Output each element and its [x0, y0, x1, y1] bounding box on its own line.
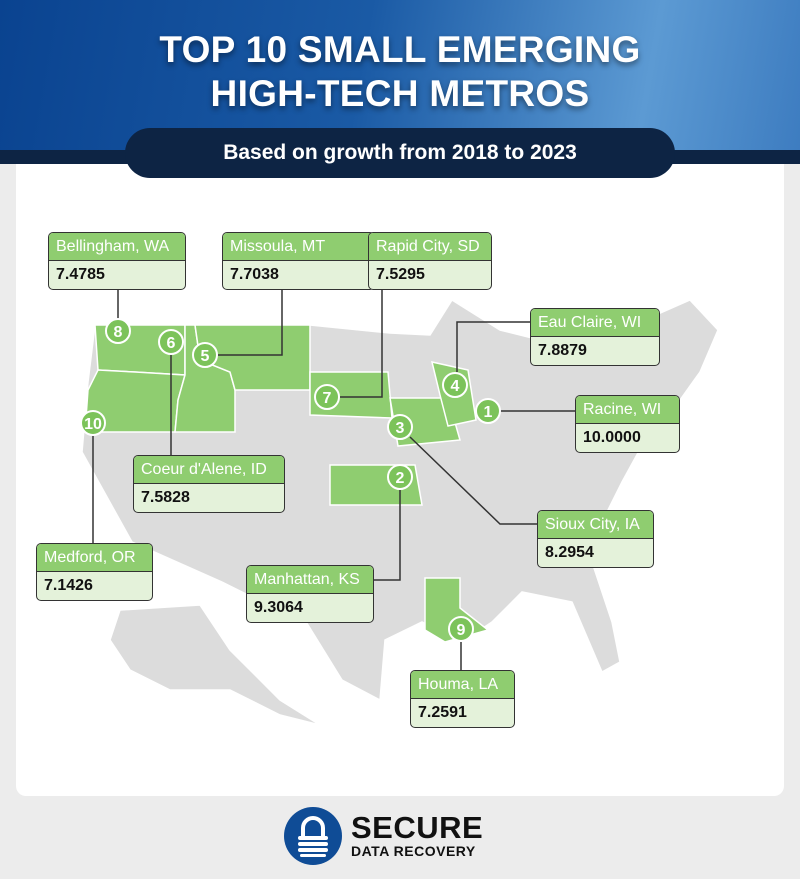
marker-circle [475, 398, 501, 424]
marker-rank: 7 [323, 390, 332, 407]
marker-circle [448, 616, 474, 642]
marker-circle [80, 410, 106, 436]
leader-lines [92, 290, 575, 670]
marker-rank: 2 [396, 470, 405, 487]
marker-rank: 8 [114, 324, 123, 341]
logo: SECURE DATA RECOVERY [283, 806, 483, 866]
subtitle-pill: Based on growth from 2018 to 2023 [125, 128, 675, 178]
metro-label-9: Houma, LA 7.2591 [410, 670, 515, 728]
metro-label-2: Manhattan, KS 9.3064 [246, 565, 374, 623]
rank-marker-3: 3 [387, 414, 413, 440]
metro-score: 7.8879 [538, 342, 587, 359]
marker-rank: 4 [451, 378, 460, 395]
metro-name: Houma, LA [411, 671, 514, 699]
metro-label-3: Sioux City, IA 8.2954 [537, 510, 654, 568]
metro-label-7: Rapid City, SD 7.5295 [368, 232, 492, 290]
metro-label-1: Racine, WI 10.0000 [575, 395, 680, 453]
rank-marker-2: 2 [387, 464, 413, 490]
marker-circle [192, 342, 218, 368]
metro-score: 8.2954 [545, 544, 594, 561]
metro-score: 7.1426 [44, 577, 93, 594]
metro-label-8: Bellingham, WA 7.4785 [48, 232, 186, 290]
rank-marker-6: 6 [158, 329, 184, 355]
marker-circle [387, 414, 413, 440]
metro-name: Racine, WI [576, 396, 679, 424]
padlock-icon [284, 807, 342, 865]
marker-circle [158, 329, 184, 355]
marker-circle [387, 464, 413, 490]
marker-rank: 1 [484, 404, 493, 421]
metro-name: Sioux City, IA [538, 511, 653, 539]
metro-score: 7.5295 [376, 266, 425, 283]
metro-name: Bellingham, WA [49, 233, 185, 261]
rank-marker-8: 8 [105, 318, 131, 344]
metro-score: 9.3064 [254, 599, 303, 616]
marker-circle [105, 318, 131, 344]
page-title: TOP 10 SMALL EMERGING HIGH-TECH METROS [159, 29, 641, 114]
metro-name: Missoula, MT [223, 233, 374, 261]
metro-score: 7.5828 [141, 489, 190, 506]
rank-marker-10: 10 [80, 410, 106, 436]
metro-label-5: Missoula, MT 7.7038 [222, 232, 375, 290]
rank-marker-5: 5 [192, 342, 218, 368]
metro-name: Manhattan, KS [247, 566, 373, 594]
alaska [109, 604, 321, 726]
metro-name: Rapid City, SD [369, 233, 491, 261]
metro-label-10: Medford, OR 7.1426 [36, 543, 153, 601]
metro-label-4: Eau Claire, WI 7.8879 [530, 308, 660, 366]
metro-name: Eau Claire, WI [531, 309, 659, 337]
metro-name: Medford, OR [37, 544, 152, 572]
rank-marker-4: 4 [442, 372, 468, 398]
marker-rank: 9 [457, 622, 466, 639]
rank-marker-7: 7 [314, 384, 340, 410]
metro-score: 7.4785 [56, 266, 105, 283]
metro-score: 10.0000 [583, 429, 641, 446]
marker-circle [442, 372, 468, 398]
rank-marker-1: 1 [475, 398, 501, 424]
metro-label-6: Coeur d'Alene, ID 7.5828 [133, 455, 285, 513]
marker-rank: 5 [201, 348, 210, 365]
metro-score: 7.2591 [418, 704, 467, 721]
marker-rank: 6 [167, 335, 176, 352]
metro-name: Coeur d'Alene, ID [134, 456, 284, 484]
marker-rank: 3 [396, 420, 405, 437]
marker-rank: 10 [84, 416, 102, 433]
marker-circle [314, 384, 340, 410]
rank-marker-9: 9 [448, 616, 474, 642]
metro-score: 7.7038 [230, 266, 279, 283]
